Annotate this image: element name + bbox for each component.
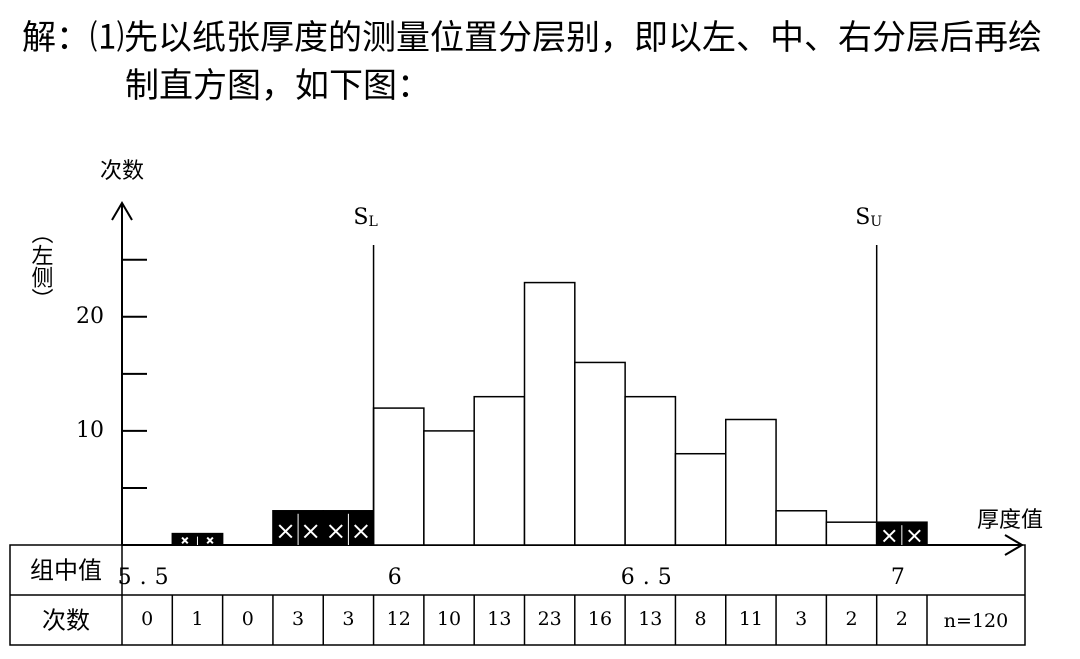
- table-frame: [9, 544, 1026, 646]
- bar: [423, 430, 475, 546]
- spec-symbol: S: [353, 205, 368, 230]
- bar: [624, 395, 677, 546]
- cross-icon: [278, 524, 293, 539]
- count-cell: 10: [437, 608, 461, 630]
- count-cell: 12: [387, 608, 411, 630]
- cross-icon: [882, 529, 896, 543]
- count-cell: 2: [845, 608, 857, 630]
- count-cell: 13: [487, 608, 511, 630]
- count-cell: 13: [638, 608, 662, 630]
- count-cell: 16: [588, 608, 612, 630]
- row-label: 组中值: [30, 557, 102, 585]
- bar: [574, 361, 626, 546]
- y-label: 次数: [100, 159, 144, 184]
- y-tick-label: 20: [76, 304, 104, 329]
- count-cell: 2: [896, 608, 908, 630]
- text-line: 解：⑴先以纸张厚度的测量位置分层别，即以左、中、右分层后再绘: [22, 18, 1042, 58]
- spec-subscript: U: [870, 214, 882, 230]
- bar: [674, 452, 727, 546]
- cross-icon: [181, 536, 189, 544]
- bar: [372, 407, 425, 546]
- count-cell: 3: [292, 608, 304, 630]
- cross-icon: [353, 524, 368, 539]
- y-label-note: （左侧）: [28, 222, 54, 310]
- count-cell: 23: [538, 608, 562, 630]
- cross-icon: [206, 536, 214, 544]
- x-tick-label: 6: [388, 565, 410, 590]
- count-cell: 0: [242, 608, 254, 630]
- cross-icon: [908, 529, 921, 543]
- count-cell: 8: [695, 608, 707, 630]
- cross-icon: [328, 524, 343, 539]
- count-cell: 3: [795, 608, 807, 630]
- bar: [725, 418, 777, 546]
- spec-label: SL: [353, 205, 377, 230]
- count-cell: 11: [739, 608, 763, 630]
- x-tick-label: 7: [891, 565, 913, 590]
- bar: [473, 395, 526, 546]
- total-cell: n=120: [944, 610, 1008, 632]
- count-cell: 0: [141, 608, 153, 630]
- count-cell: 1: [191, 608, 203, 630]
- x-tick-label: 5.5: [118, 565, 177, 590]
- row-label: 次数: [42, 607, 90, 635]
- count-cell: 3: [342, 608, 354, 630]
- text-line: 制直方图，如下图：: [125, 66, 431, 106]
- spec-symbol: S: [855, 205, 870, 230]
- y-tick-label: 10: [76, 418, 104, 443]
- cross-icon: [303, 524, 318, 539]
- bar: [523, 281, 576, 546]
- x-tick-label: 6.5: [621, 565, 680, 590]
- spec-subscript: L: [368, 214, 377, 230]
- bar: [775, 510, 828, 546]
- x-label: 厚度值: [977, 508, 1043, 533]
- bar: [825, 521, 878, 546]
- spec-label: SU: [855, 205, 882, 230]
